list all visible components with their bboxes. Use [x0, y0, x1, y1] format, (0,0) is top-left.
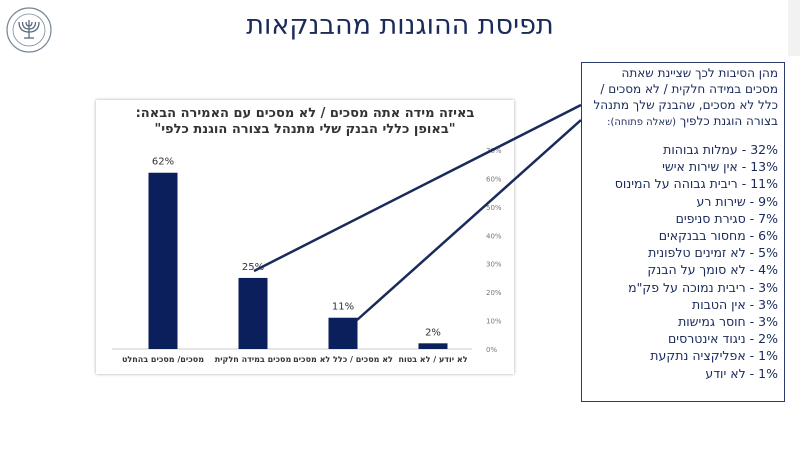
reason-item: 32% - עמלות גבוהות: [663, 142, 778, 157]
reason-item: 11% - ריבית גבוהה על המינוס: [614, 176, 778, 192]
bar: [418, 343, 448, 349]
y-tick-label: 20%: [486, 289, 502, 297]
y-tick-label: 0%: [486, 346, 497, 354]
x-category-label: מסכים/ מסכים בהחלט: [122, 355, 204, 364]
reason-item: 6% - מחסור בבנקאים: [658, 228, 778, 244]
bar: [328, 317, 358, 349]
reason-item: 3% - חוסר גמישות: [678, 314, 778, 330]
bar: [238, 277, 268, 349]
x-category-label: מסכים במידה חלקית: [215, 355, 292, 364]
x-category-label: לא מסכים / כלל לא מסכים: [293, 355, 393, 364]
chart-title-line1: באיזה מידה אתה מסכים / לא מסכים עם האמיר…: [135, 106, 475, 121]
reason-item: 1% - אפליקציה נתקעת: [650, 348, 778, 364]
reason-item: 4% - לא סומך על הבנק: [647, 262, 778, 278]
y-tick-label: 60%: [486, 175, 502, 183]
reasons-callout: מהן הסיבות לכך שציינת שאתה מסכים במידה ח…: [581, 62, 785, 402]
reason-item: 13% - אין שירות אישי: [662, 159, 778, 175]
chart-title-line2: "באופן כללי הבנק שלי מתנהל בצורה הוגנת כ…: [154, 122, 456, 137]
bar-value-label: 25%: [242, 262, 264, 273]
bar: [148, 172, 178, 349]
reason-item: 1% - לא יודע: [705, 365, 778, 381]
y-tick-label: 40%: [486, 232, 502, 240]
bar-value-label: 11%: [332, 302, 354, 313]
callout-question: מהן הסיבות לכך שציינת שאתה מסכים במידה ח…: [593, 66, 778, 128]
y-tick-label: 30%: [486, 261, 502, 269]
chart-title: באיזה מידה אתה מסכים / לא מסכים עם האמיר…: [110, 106, 500, 138]
chart-card: 0% 10% 20% 30% 40% 50% 60% 70% 62% מסכים/ מסכים ב…: [96, 100, 514, 374]
page-title: תפיסת ההוגנות מהבנקאות: [246, 10, 554, 41]
bar-chart: 0% 10% 20% 30% 40% 50% 60% 70% 62% מסכים/ מסכים ב…: [112, 147, 502, 364]
bar-value-label: 62%: [152, 157, 174, 168]
bank-of-israel-logo: [6, 7, 52, 53]
reason-item: 2% - ניגוד אינטרסים: [668, 331, 778, 347]
reason-item: 3% - ריבית נמוכה על פק"מ: [628, 279, 778, 295]
top-right-bar: [788, 0, 800, 56]
y-tick-label: 10%: [486, 318, 502, 326]
reasons-list: 32% - עמלות גבוהות 13% - אין שירות אישי 11…: [586, 141, 778, 382]
callout-question-note: (שאלה פתוחה):: [607, 117, 677, 128]
reason-item: 5% - לא זמינים טלפונית: [648, 245, 778, 261]
reason-item: 7% - סגירת סניפים: [675, 210, 778, 226]
callout-intro: מהן הסיבות לכך שציינת שאתה מסכים במידה ח…: [586, 65, 778, 131]
reason-item: 3% - אין הטבות: [692, 296, 778, 312]
reason-item: 9% - שירות רע: [696, 193, 778, 209]
bar-value-label: 2%: [425, 327, 441, 338]
x-category-label: לא יודע / לא בטוח: [398, 355, 467, 364]
y-tick-label: 70%: [486, 147, 502, 155]
y-tick-label: 50%: [486, 204, 502, 212]
